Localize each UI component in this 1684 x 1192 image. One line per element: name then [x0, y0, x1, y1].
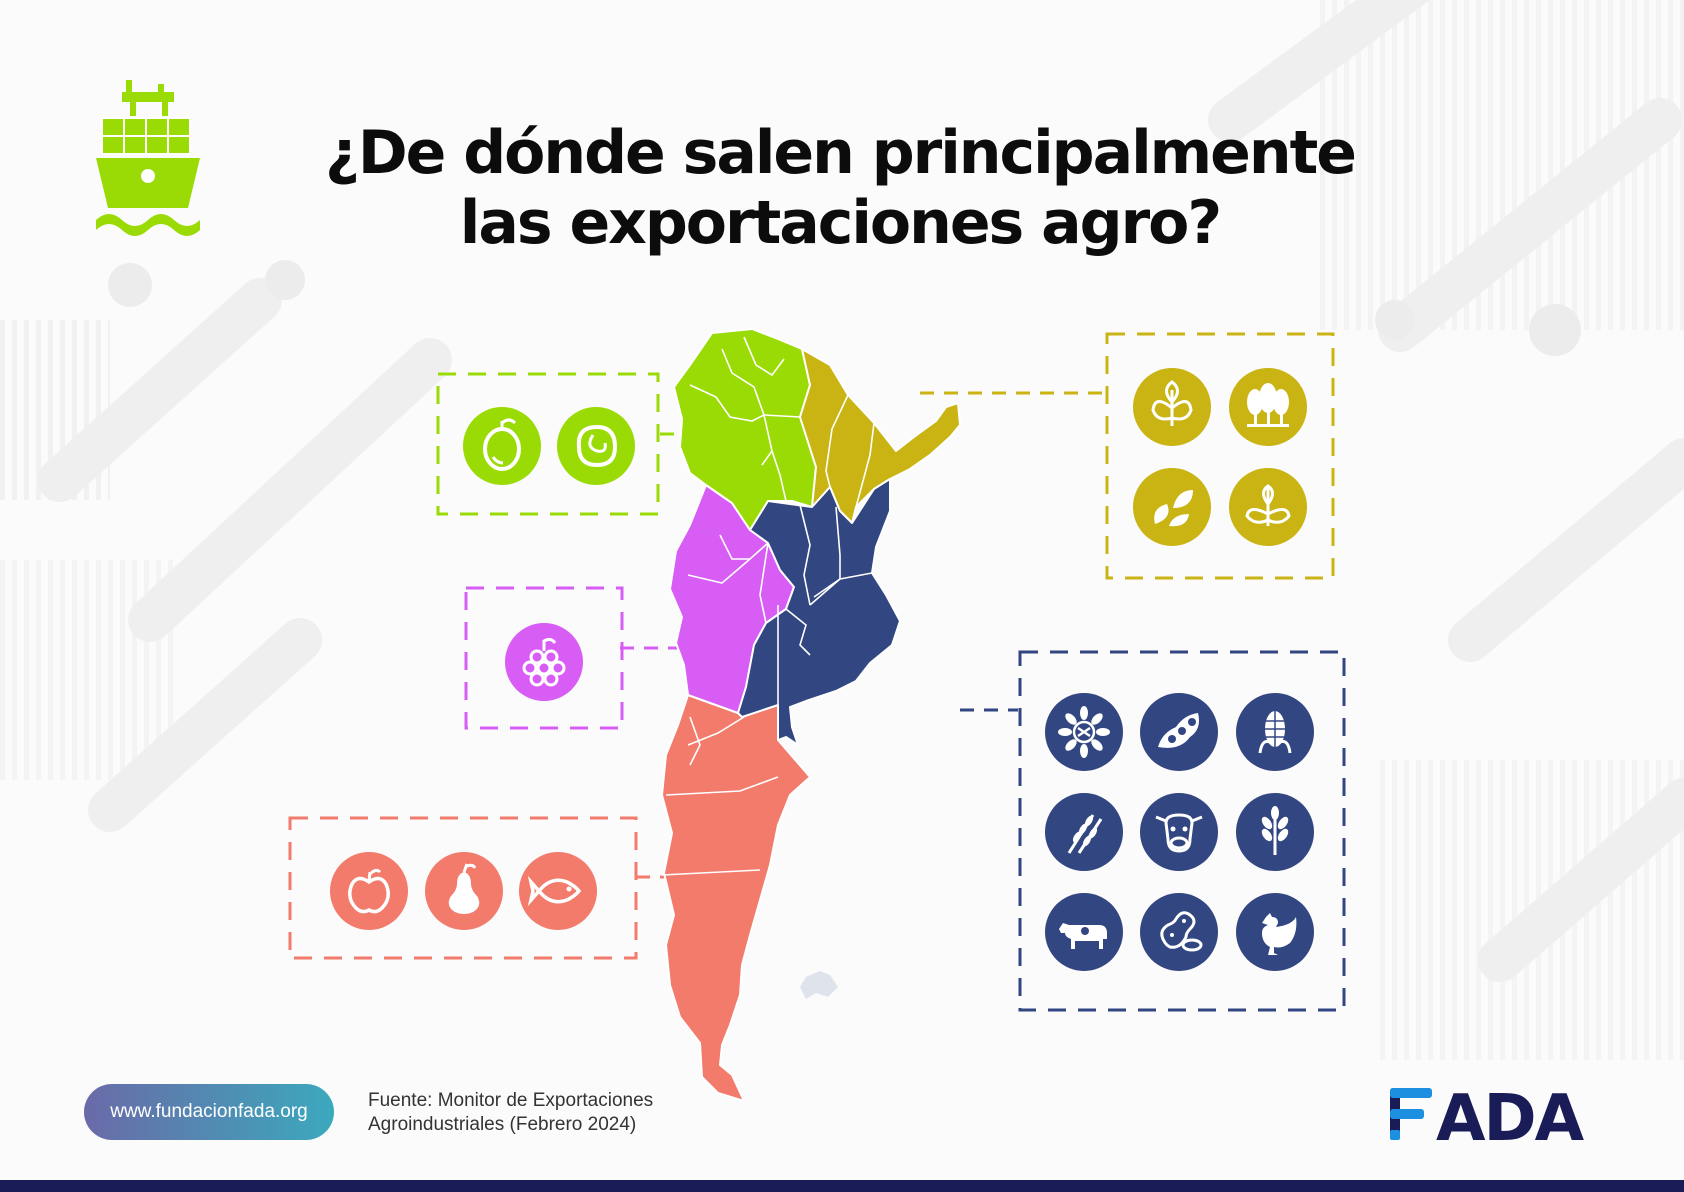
region-patagonia	[661, 694, 811, 1102]
source-line-1: Fuente: Monitor de Exportaciones	[368, 1090, 654, 1111]
cuyo-products-box	[464, 586, 624, 730]
cow-head-icon	[1140, 793, 1218, 871]
chicken-icon	[1236, 893, 1314, 971]
yerba-leaf-icon	[1229, 468, 1307, 546]
fada-logo: ADA	[1390, 1082, 1587, 1144]
bean-icon	[557, 407, 635, 485]
tea-leaves-icon	[1133, 468, 1211, 546]
cattle-icon	[1045, 893, 1123, 971]
grain-icon	[1236, 793, 1314, 871]
argentina-map	[661, 328, 961, 1102]
tobacco-leaf-icon	[1133, 368, 1211, 446]
islas-malvinas	[800, 971, 838, 999]
website-link[interactable]: www.fundacionfada.org	[84, 1084, 334, 1140]
forest-trees-icon	[1229, 368, 1307, 446]
source-citation: Fuente: Monitor de Exportaciones Agroind…	[368, 1089, 653, 1137]
cargo-ship-icon	[96, 80, 200, 236]
source-line-2: Agroindustriales (Febrero 2024)	[368, 1114, 637, 1135]
corn-icon	[1236, 693, 1314, 771]
bottom-bar	[0, 1180, 1684, 1192]
grapes-icon	[505, 623, 583, 701]
centro-products-box	[1018, 650, 1346, 1012]
title-line-2: las exportaciones agro?	[459, 188, 1222, 258]
title-line-1: ¿De dónde salen principalmente	[325, 118, 1357, 188]
page-title: ¿De dónde salen principalmente las expor…	[260, 118, 1420, 258]
svg-text:ADA: ADA	[1436, 1082, 1585, 1144]
wheat-icon	[1045, 793, 1123, 871]
lemon-icon	[463, 407, 541, 485]
apple-icon	[330, 852, 408, 930]
peanut-icon	[1140, 893, 1218, 971]
pear-icon	[425, 852, 503, 930]
sunflower-icon	[1045, 693, 1123, 771]
region-noa	[673, 328, 817, 531]
fish-icon	[519, 852, 597, 930]
patagonia-products-box	[288, 816, 638, 960]
soybean-icon	[1140, 693, 1218, 771]
nea-products-box	[1105, 332, 1335, 580]
